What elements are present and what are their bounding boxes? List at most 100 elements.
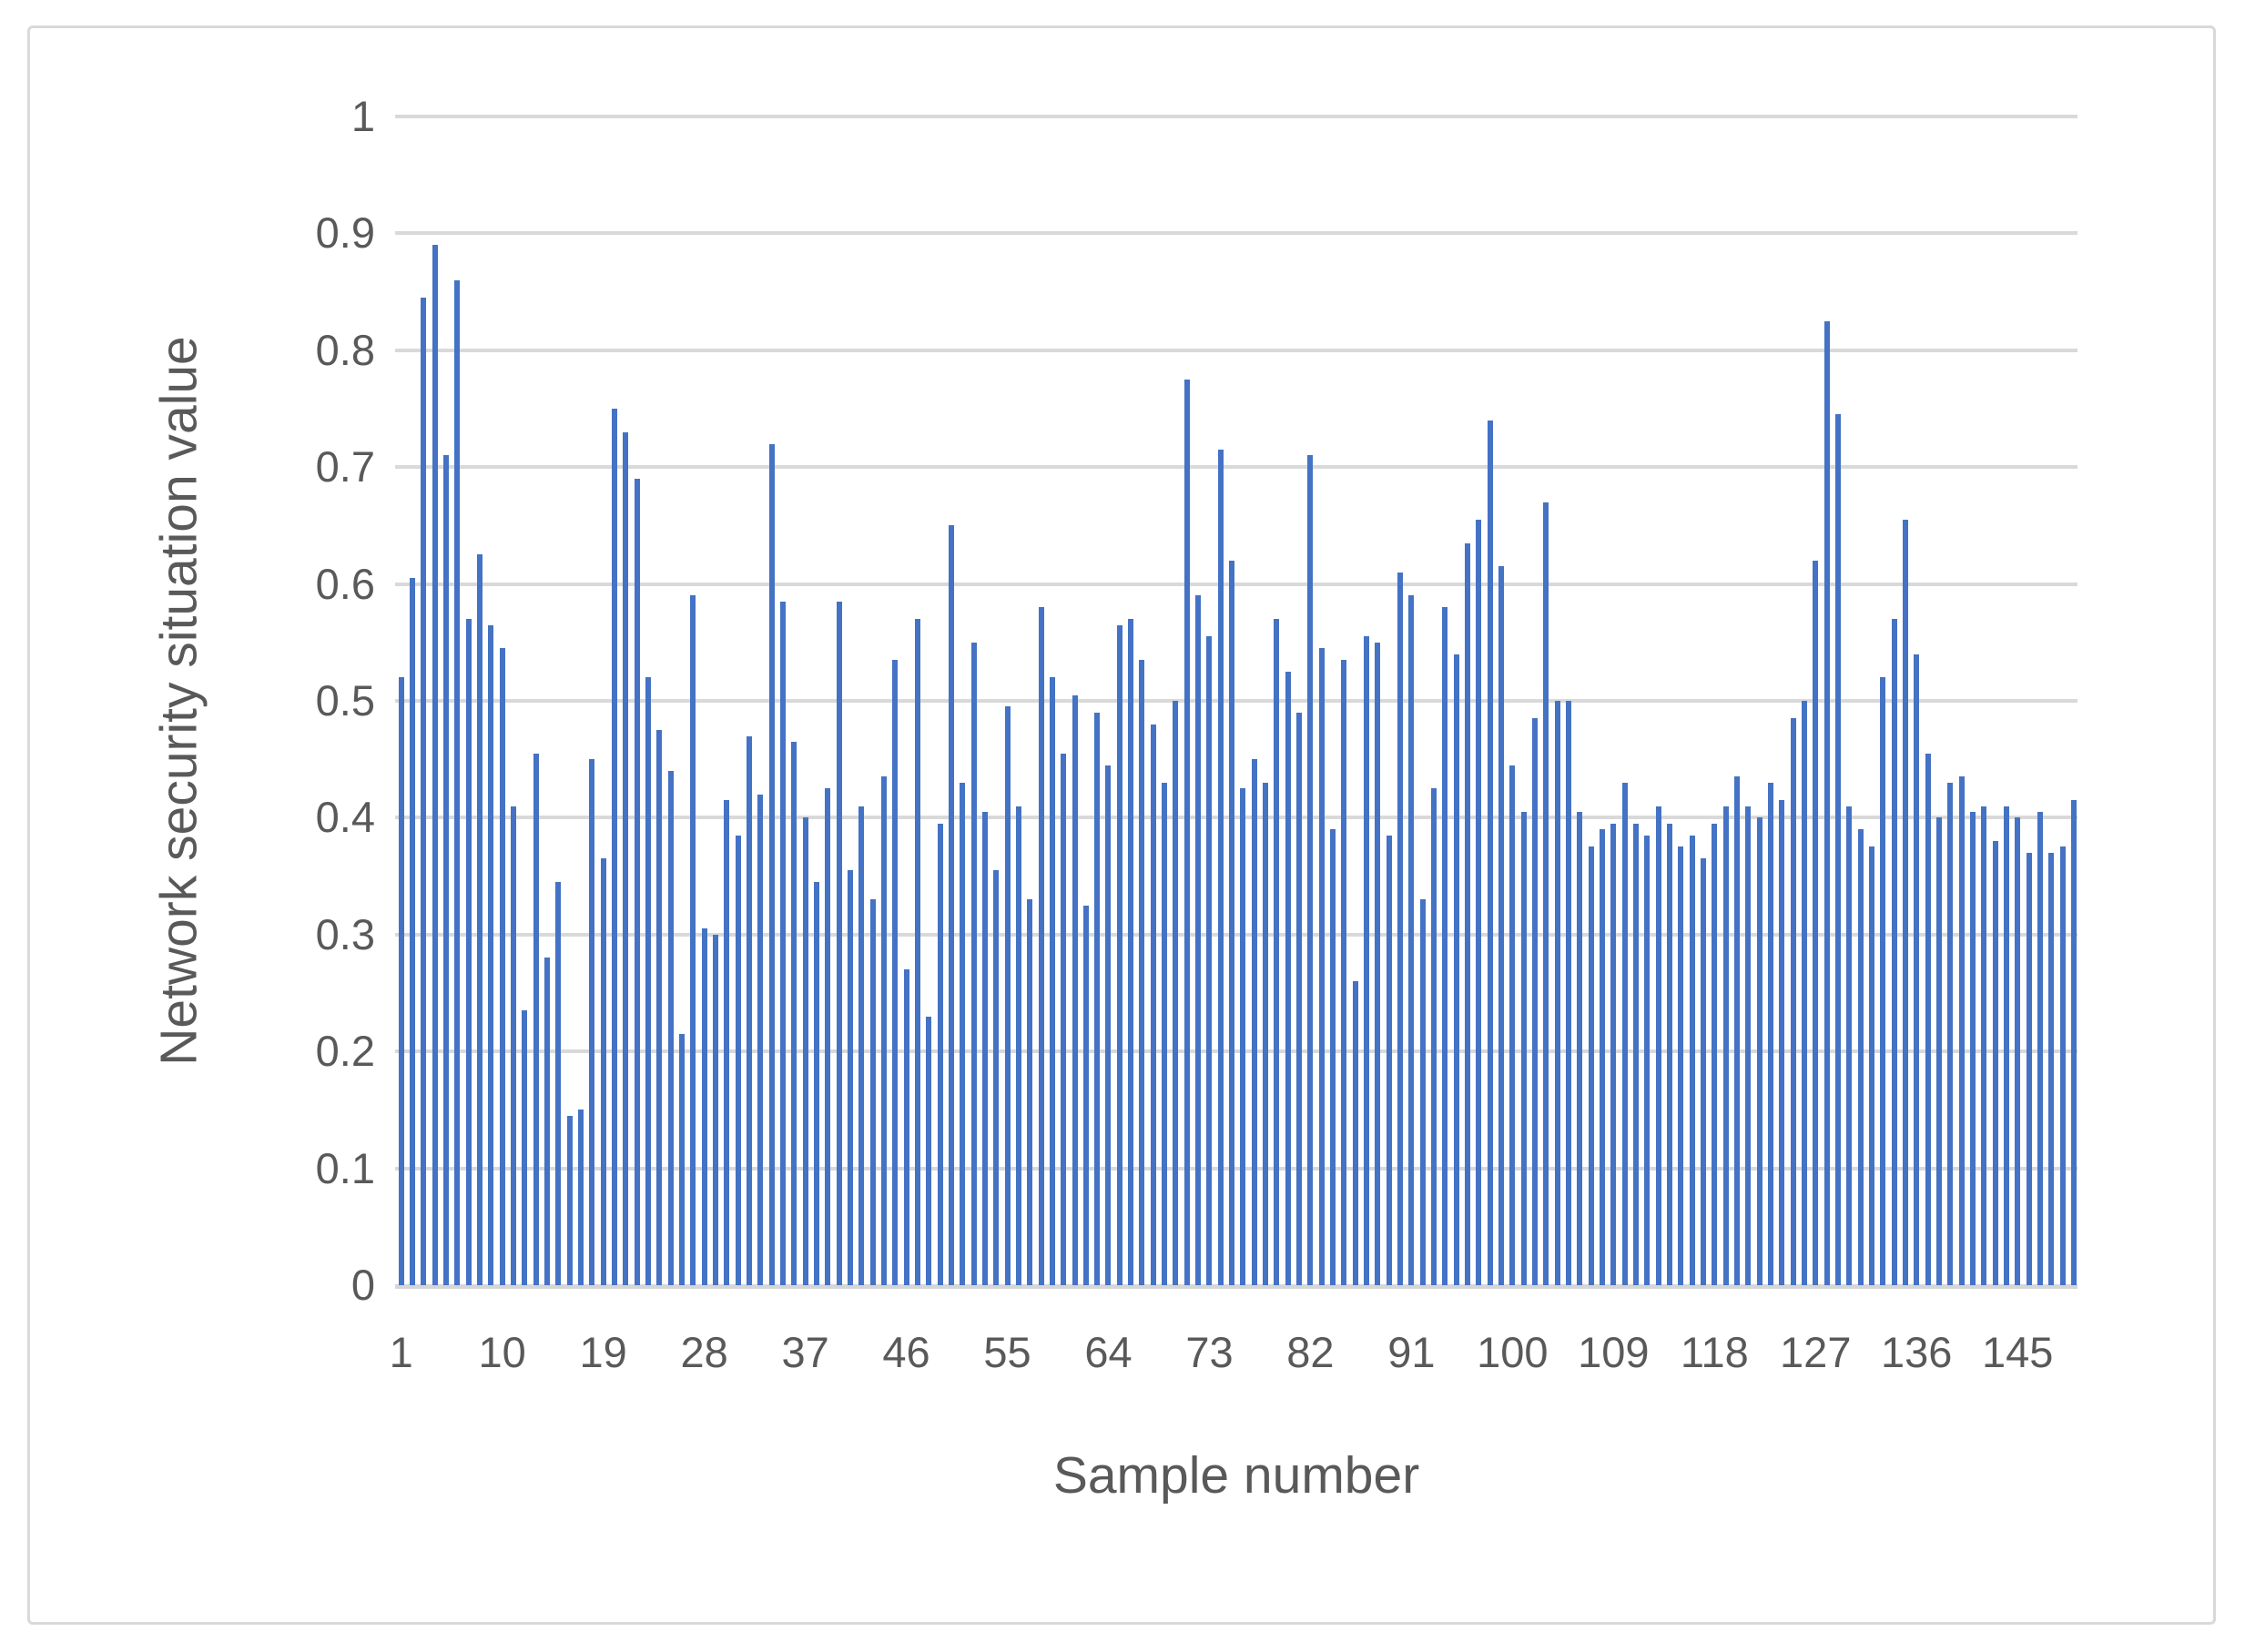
bar [926, 1017, 932, 1285]
bar [1139, 660, 1145, 1285]
bar [1935, 817, 1942, 1285]
bar [1061, 754, 1067, 1285]
bar [1330, 829, 1336, 1285]
bar [1600, 829, 1605, 1285]
bar [1072, 695, 1078, 1285]
bar [533, 754, 539, 1285]
bar [2048, 853, 2055, 1285]
bar [1745, 806, 1752, 1285]
x-axis-title: Sample number [1052, 1446, 1420, 1505]
gridline [395, 115, 2077, 118]
x-tick-label: 109 [1578, 1328, 1650, 1376]
y-tick-label: 0.3 [315, 909, 375, 958]
bar [454, 280, 461, 1285]
x-tick-label: 118 [1680, 1328, 1749, 1376]
y-tick-label: 1 [350, 92, 375, 140]
bar [1790, 718, 1796, 1285]
gridline [395, 699, 2077, 703]
y-tick-label: 0 [350, 1261, 375, 1309]
bar [1397, 573, 1404, 1285]
bar [880, 776, 887, 1285]
bar [735, 836, 741, 1285]
bar [1577, 812, 1583, 1285]
bar [1678, 846, 1684, 1285]
bar [1543, 502, 1549, 1285]
bar [2059, 846, 2066, 1285]
bar [1779, 800, 1785, 1285]
bar [1722, 806, 1729, 1285]
bar [847, 870, 853, 1285]
bar [791, 742, 797, 1285]
y-tick-label: 0.1 [315, 1143, 375, 1192]
x-tick-label: 127 [1780, 1328, 1852, 1376]
bar [1846, 806, 1853, 1285]
bar [1465, 543, 1471, 1285]
x-tick-label: 55 [983, 1328, 1031, 1376]
bar [746, 736, 752, 1285]
bar [1183, 380, 1190, 1285]
bar [511, 806, 516, 1285]
bar [1352, 981, 1358, 1285]
gridline [395, 348, 2077, 352]
bar [1240, 788, 1246, 1285]
bar [724, 800, 730, 1285]
bar [1801, 701, 1807, 1285]
bar [555, 882, 562, 1285]
bar [1947, 783, 1954, 1285]
bar [1834, 414, 1841, 1285]
bar [1453, 654, 1459, 1285]
y-tick-label: 0.4 [315, 793, 375, 842]
bar [1274, 619, 1280, 1285]
x-tick-label: 82 [1286, 1328, 1335, 1376]
bar [1229, 561, 1235, 1285]
bar [543, 958, 550, 1285]
bar [1150, 725, 1156, 1285]
y-tick-label: 0.5 [315, 676, 375, 725]
bar [1408, 595, 1415, 1285]
y-tick-label: 0.7 [315, 442, 375, 492]
bar [1958, 776, 1965, 1285]
bar [1689, 836, 1695, 1285]
bar [1173, 701, 1179, 1285]
bar [1094, 713, 1101, 1285]
bar [2026, 853, 2032, 1285]
bar [1767, 783, 1773, 1285]
gridline [395, 1049, 2077, 1054]
bar [1992, 841, 1998, 1285]
bar [2070, 800, 2077, 1285]
bar [398, 677, 404, 1285]
bar [1981, 806, 1987, 1285]
x-tick-label: 64 [1084, 1328, 1133, 1376]
x-tick-label: 91 [1387, 1328, 1436, 1376]
bar [1588, 846, 1594, 1285]
bar [1610, 824, 1617, 1285]
bar [993, 870, 1000, 1285]
bar [2003, 806, 2009, 1285]
bar [488, 625, 494, 1285]
bar [1015, 806, 1021, 1285]
x-tick-label: 73 [1185, 1328, 1234, 1376]
bar [1868, 846, 1874, 1285]
x-axis-line [395, 1284, 2077, 1289]
bar [667, 771, 674, 1285]
bar [1813, 561, 1819, 1285]
bar [1082, 906, 1089, 1285]
bar [1419, 899, 1426, 1285]
bar [421, 298, 427, 1285]
bar [1969, 812, 1976, 1285]
bar [1700, 858, 1706, 1285]
bar [1733, 776, 1740, 1285]
bar [1509, 765, 1516, 1285]
bar [1823, 321, 1830, 1285]
gridline [395, 816, 2077, 820]
bar [432, 245, 438, 1285]
gridline [395, 1166, 2077, 1171]
bar [443, 455, 450, 1285]
bar [1655, 806, 1661, 1285]
bar [701, 928, 707, 1285]
bar [477, 554, 483, 1285]
bar [1925, 754, 1931, 1285]
bar [1633, 824, 1639, 1285]
bar [892, 660, 899, 1285]
